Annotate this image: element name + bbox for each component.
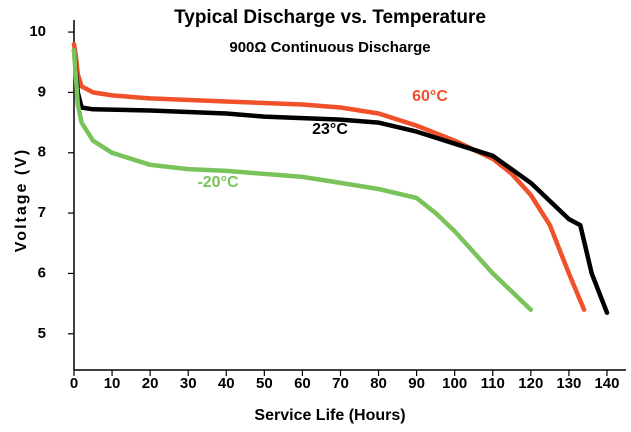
x-tick-label: 0 (70, 375, 78, 392)
y-tick-label: 5 (38, 325, 46, 342)
x-tick-label: 10 (104, 375, 121, 392)
x-tick-label: 50 (256, 375, 273, 392)
chart-subtitle: 900Ω Continuous Discharge (229, 39, 430, 56)
y-tick-label: 7 (38, 204, 46, 221)
x-tick-label: 80 (370, 375, 387, 392)
x-tick-label: 130 (556, 375, 581, 392)
line-series (71, 47, 610, 315)
y-tick-label: 10 (29, 23, 46, 40)
chart-title: Typical Discharge vs. Temperature (174, 7, 486, 28)
x-tick-label: 90 (408, 375, 425, 392)
series-label: -20°C (197, 174, 239, 191)
x-tick-label: 140 (594, 375, 619, 392)
x-tick-label: 60 (294, 375, 311, 392)
x-tick-label: 120 (518, 375, 543, 392)
series-label: 60°C (412, 88, 448, 105)
y-tick-label: 8 (38, 144, 46, 161)
y-tick-label: 6 (38, 264, 46, 281)
x-tick-label: 40 (218, 375, 235, 392)
x-tick-label: 100 (442, 375, 467, 392)
x-tick-label: 30 (180, 375, 197, 392)
x-tick-label: 70 (332, 375, 349, 392)
y-axis-title: Voltage (V) (13, 148, 30, 252)
x-axis-title: Service Life (Hours) (254, 407, 405, 424)
line-series (71, 47, 534, 312)
x-tick-label: 110 (481, 375, 505, 392)
x-tick-label: 20 (142, 375, 159, 392)
line-series (71, 41, 587, 312)
series-label: 23°C (312, 121, 348, 138)
y-tick-label: 9 (38, 83, 46, 100)
